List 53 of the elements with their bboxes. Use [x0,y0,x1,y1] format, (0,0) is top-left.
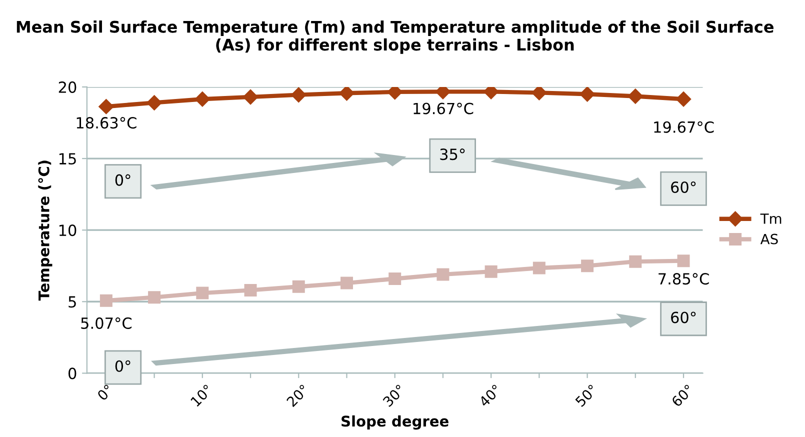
point [435,86,451,100]
y-axis-title: Temperature (°C) [38,160,52,301]
point [98,99,114,114]
chart-title: Mean Soil Surface Temperature (Tm) and Temperature amplitude of the Soil Surface (As) for different slope terrains - Lisbon [16,20,774,54]
point [484,86,499,100]
y-tick-label: 15 [59,153,76,165]
point [340,276,353,290]
x-tick-label: 20° [286,384,310,408]
point [100,294,112,307]
point [628,88,643,104]
point [292,280,305,293]
annotation: 35° [440,148,465,160]
point [580,86,595,102]
y-tick-label: 5 [68,296,76,308]
point [291,87,306,102]
point [148,291,161,304]
point [339,86,354,101]
point [242,89,258,105]
point [387,86,402,100]
annotation: 19.67°C [414,102,474,114]
x-tick-label: 40° [478,384,502,408]
point [146,95,162,110]
x-tick-label: 30° [382,384,406,408]
legend-label: Tm [760,214,782,224]
x-tick-label: 50° [574,384,598,408]
annotation: 18.63°C [76,117,136,129]
x-tick-label: 0° [96,384,114,402]
annotation: 19.67°C [654,121,714,133]
annotation: 5.07°C [81,317,132,329]
legend-label: AS [760,234,778,244]
point [484,265,498,278]
point [194,92,210,107]
y-tick-label: 0 [68,368,76,380]
point [388,272,402,285]
point [677,254,690,268]
point [244,284,257,296]
annotation: 60° [671,312,696,324]
annotation: 0° [115,360,130,372]
point [532,262,546,274]
point [196,286,209,300]
point [436,268,450,281]
point [676,92,692,107]
x-tick-label: 10° [190,384,214,407]
annotation: 0° [115,174,130,186]
x-tick-label: 60° [670,384,694,408]
x-axis-title: Slope degree [342,415,448,430]
point [581,260,594,272]
annotation: 60° [671,181,696,194]
point [532,86,547,100]
y-tick-label: 10 [59,224,76,236]
y-tick-label: 20 [58,81,76,93]
annotation: 7.85°C [658,273,709,285]
point [629,255,642,268]
